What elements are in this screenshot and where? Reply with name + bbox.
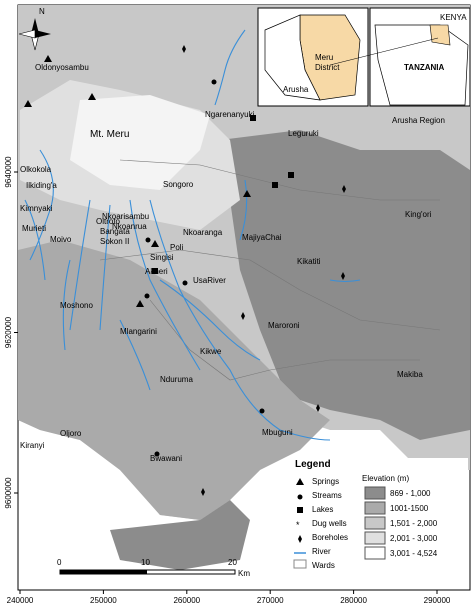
scale-label: 0 <box>57 558 62 567</box>
inset-district: Meru District Arusha <box>257 7 369 107</box>
place-label: Mlangarini <box>120 327 157 336</box>
scale-label: 10 <box>141 558 150 567</box>
place-label: Leguruki <box>288 129 319 138</box>
place-label: Oldonyosambu <box>35 63 89 72</box>
y-tick-label: 9620000 <box>4 316 13 348</box>
inset-label: KENYA <box>440 13 467 22</box>
north-arrow: N <box>18 7 51 51</box>
region-label: Arusha Region <box>392 116 445 125</box>
place-label: Moivo <box>50 235 72 244</box>
symbols <box>24 45 402 496</box>
svg-text:*: * <box>296 520 300 530</box>
legend-label: 2,001 - 3,000 <box>390 534 438 543</box>
place-label: Songoro <box>163 180 194 189</box>
place-label: Murieti <box>22 224 46 233</box>
legend-label: 1001-1500 <box>390 504 429 513</box>
legend-label: Boreholes <box>312 533 348 542</box>
mountain-label: Mt. Meru <box>90 129 129 140</box>
ward-boundary <box>119 159 440 201</box>
place-label: Singisi <box>150 253 174 262</box>
river <box>24 29 361 441</box>
legend-label: 3,001 - 4,524 <box>390 549 438 558</box>
place-label: Makiba <box>397 370 423 379</box>
elevation-zone <box>70 95 210 190</box>
scale-bar: 0 10 20 Km <box>57 558 250 578</box>
place-label: Poli <box>170 243 184 252</box>
axes: 240000 250000 260000 270000 280000 290000 9600… <box>4 156 451 605</box>
place-label: Bwawani <box>150 454 182 463</box>
x-tick-label: 260000 <box>173 596 200 605</box>
x-tick-label: 240000 <box>7 596 34 605</box>
inset-label: TANZANIA <box>404 63 445 72</box>
inset-label: Arusha <box>283 85 309 94</box>
elevation-zone <box>110 500 250 570</box>
place-label: Moshono <box>60 301 93 310</box>
x-tick-label: 270000 <box>257 596 284 605</box>
place-label: Nkoanrua <box>112 222 147 231</box>
scale-label: 20 <box>228 558 237 567</box>
legend-label: 869 - 1,000 <box>390 489 431 498</box>
scale-label: Km <box>238 569 250 578</box>
place-label: Kimnyaki <box>20 204 53 213</box>
legend-label: Springs <box>312 477 339 486</box>
x-tick-label: 280000 <box>340 596 367 605</box>
place-label: Nkoaranga <box>183 228 223 237</box>
place-label: Kikwe <box>200 347 222 356</box>
place-label: Nkoarisambu <box>102 212 149 221</box>
place-labels: Oldonyosambu Ngarenanyuki Leguruki Olkokola… <box>20 63 432 463</box>
place-label: Bangata <box>100 227 130 236</box>
legend-label: River <box>312 547 331 556</box>
elevation-zone <box>18 240 330 520</box>
place-label: Akheri <box>145 267 168 276</box>
legend-label: Wards <box>312 561 335 570</box>
place-label: Sokon II <box>100 237 129 246</box>
inset-label: District <box>315 63 340 72</box>
legend-label: Dug wells <box>312 519 347 528</box>
place-label: Ilkiding'a <box>26 181 57 190</box>
legend: Legend Elevation (m) * Springs Streams Lak… <box>290 458 468 580</box>
ward-boundary <box>99 249 441 331</box>
place-label: King'ori <box>405 210 432 219</box>
place-label: MajiyaChai <box>242 233 282 242</box>
place-label: Oljoro <box>60 429 82 438</box>
place-label: Kikatiti <box>297 257 321 266</box>
x-tick-label: 290000 <box>424 596 451 605</box>
y-tick-label: 9640000 <box>4 156 13 188</box>
elevation-zone <box>220 130 470 440</box>
legend-label: Streams <box>312 491 342 500</box>
legend-label: 1,501 - 2,000 <box>390 519 438 528</box>
place-label: Mbuguni <box>262 428 293 437</box>
place-label: Nduruma <box>160 375 193 384</box>
north-label: N <box>39 7 45 16</box>
inset-country: KENYA TANZANIA <box>329 7 471 107</box>
legend-label: Lakes <box>312 505 333 514</box>
y-tick-label: 9600000 <box>4 477 13 509</box>
legend-title: Legend <box>295 459 331 470</box>
legend-title: Elevation (m) <box>362 474 409 483</box>
x-tick-label: 250000 <box>90 596 117 605</box>
inset-label: Meru <box>315 53 333 62</box>
place-label: Ngarenanyuki <box>205 110 255 119</box>
place-label: UsaRiver <box>193 276 226 285</box>
place-label: Oltroto <box>96 217 121 226</box>
place-label: Maroroni <box>268 321 300 330</box>
place-label: Olkokola <box>20 165 52 174</box>
place-label: Kiranyi <box>20 441 45 450</box>
